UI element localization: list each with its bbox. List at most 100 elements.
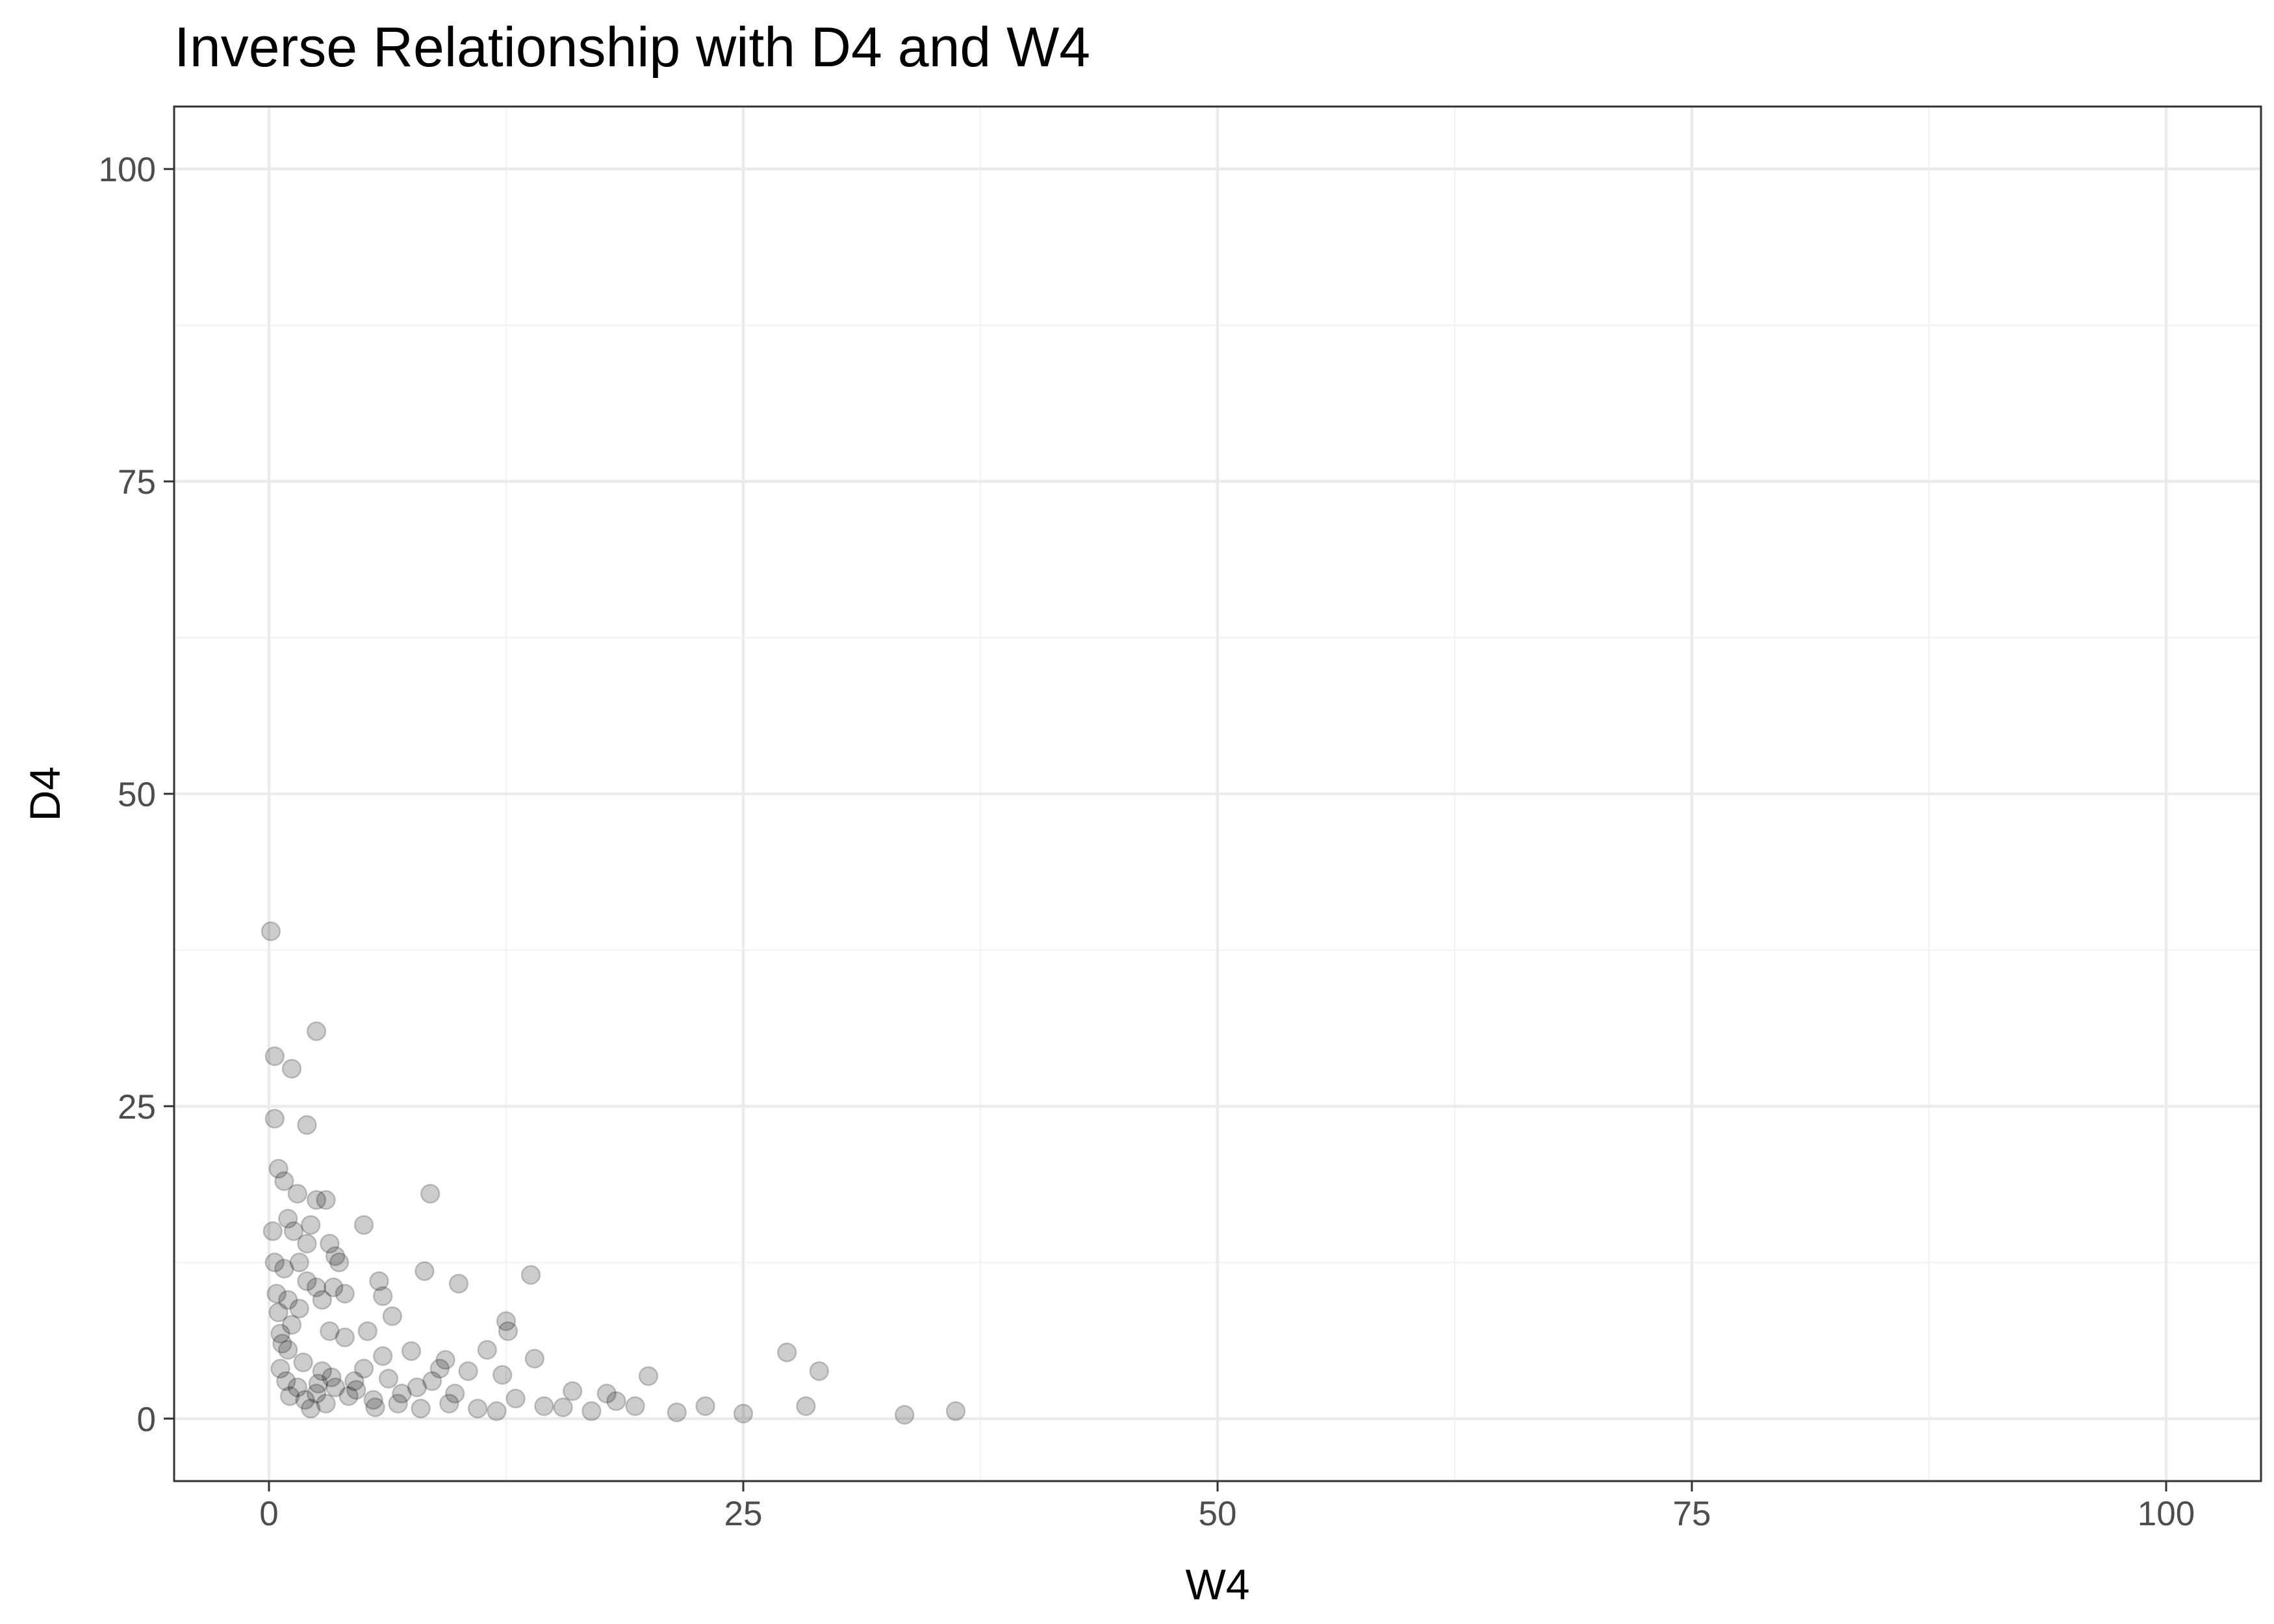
data-point bbox=[287, 1184, 308, 1204]
data-point bbox=[776, 1342, 797, 1363]
data-point bbox=[264, 1108, 285, 1129]
data-point bbox=[306, 1189, 327, 1210]
data-point bbox=[297, 1115, 317, 1136]
data-point bbox=[553, 1397, 573, 1417]
data-point bbox=[524, 1349, 545, 1369]
data-point bbox=[268, 1158, 288, 1179]
data-point bbox=[346, 1380, 366, 1400]
data-point bbox=[272, 1334, 292, 1354]
data-point bbox=[276, 1371, 296, 1391]
data-point bbox=[422, 1371, 442, 1391]
data-point bbox=[638, 1366, 659, 1386]
data-point bbox=[325, 1377, 346, 1397]
data-point bbox=[606, 1391, 626, 1412]
axis-ticks: 0 25 50 75 100 0 25 50 75 100 bbox=[99, 151, 2195, 1533]
data-point bbox=[353, 1358, 374, 1379]
chart-title: Inverse Relationship with D4 and W4 bbox=[174, 16, 1090, 79]
x-tick-label: 0 bbox=[259, 1495, 278, 1533]
data-point bbox=[262, 1221, 283, 1241]
data-point bbox=[274, 1258, 294, 1279]
data-point bbox=[448, 1273, 469, 1294]
data-point bbox=[335, 1327, 355, 1348]
data-point bbox=[733, 1403, 754, 1424]
data-point bbox=[306, 1021, 327, 1041]
y-tick-label: 50 bbox=[118, 776, 156, 814]
data-point bbox=[344, 1371, 364, 1391]
data-point bbox=[329, 1252, 350, 1273]
data-point bbox=[281, 1315, 302, 1335]
data-point bbox=[429, 1358, 450, 1379]
data-point bbox=[357, 1321, 378, 1341]
data-point bbox=[596, 1384, 617, 1404]
data-point bbox=[277, 1289, 298, 1310]
y-tick-label: 100 bbox=[99, 151, 156, 189]
data-point bbox=[444, 1384, 465, 1404]
data-point bbox=[312, 1361, 333, 1381]
data-point bbox=[306, 1277, 327, 1298]
data-point bbox=[695, 1396, 715, 1416]
data-point bbox=[458, 1361, 478, 1381]
y-tick-label: 25 bbox=[118, 1088, 156, 1126]
data-point bbox=[498, 1321, 518, 1341]
data-point bbox=[420, 1184, 441, 1204]
data-point bbox=[401, 1341, 422, 1362]
data-point bbox=[520, 1265, 541, 1285]
data-point bbox=[308, 1373, 329, 1394]
data-point bbox=[505, 1388, 526, 1409]
data-point bbox=[322, 1367, 342, 1388]
data-point bbox=[467, 1399, 488, 1419]
data-point bbox=[496, 1311, 517, 1332]
data-point bbox=[297, 1234, 317, 1254]
data-point bbox=[365, 1397, 385, 1417]
data-point bbox=[363, 1389, 383, 1410]
data-point bbox=[411, 1399, 431, 1419]
data-point bbox=[407, 1377, 428, 1397]
data-point bbox=[562, 1381, 583, 1401]
x-axis-title: W4 bbox=[1186, 1560, 1250, 1608]
data-point bbox=[316, 1189, 336, 1210]
data-point bbox=[281, 1058, 302, 1079]
data-point bbox=[270, 1358, 290, 1379]
data-point bbox=[372, 1286, 393, 1306]
data-point bbox=[279, 1386, 300, 1406]
data-point bbox=[270, 1323, 290, 1344]
x-tick-label: 25 bbox=[724, 1495, 763, 1533]
data-point bbox=[277, 1208, 298, 1229]
data-point bbox=[534, 1396, 554, 1416]
data-point bbox=[293, 1352, 313, 1373]
data-point bbox=[339, 1386, 359, 1406]
data-point bbox=[382, 1306, 403, 1326]
data-point bbox=[297, 1271, 317, 1291]
data-point bbox=[264, 1046, 285, 1067]
data-point bbox=[667, 1402, 687, 1423]
data-point bbox=[353, 1215, 374, 1235]
data-point bbox=[581, 1401, 602, 1421]
data-point bbox=[289, 1299, 309, 1319]
data-point bbox=[369, 1271, 389, 1291]
data-point bbox=[477, 1339, 498, 1360]
data-point bbox=[809, 1361, 830, 1381]
data-point bbox=[487, 1401, 507, 1421]
data-point bbox=[289, 1252, 309, 1273]
data-point bbox=[287, 1377, 308, 1397]
data-point bbox=[268, 1302, 288, 1323]
x-tick-label: 50 bbox=[1199, 1495, 1237, 1533]
data-point bbox=[435, 1350, 455, 1370]
data-point bbox=[894, 1404, 915, 1425]
data-point bbox=[306, 1384, 327, 1404]
data-point bbox=[492, 1365, 513, 1385]
data-point bbox=[388, 1393, 408, 1414]
data-point bbox=[325, 1246, 346, 1266]
data-point bbox=[261, 921, 281, 941]
data-point bbox=[945, 1401, 966, 1421]
data-point bbox=[277, 1339, 298, 1360]
y-tick-label: 0 bbox=[137, 1401, 156, 1439]
data-point bbox=[274, 1171, 294, 1191]
data-point bbox=[392, 1384, 412, 1404]
data-point bbox=[266, 1284, 287, 1304]
data-point bbox=[335, 1284, 355, 1304]
y-tick-label: 75 bbox=[118, 463, 156, 501]
data-point bbox=[283, 1221, 304, 1241]
data-point bbox=[300, 1215, 321, 1235]
